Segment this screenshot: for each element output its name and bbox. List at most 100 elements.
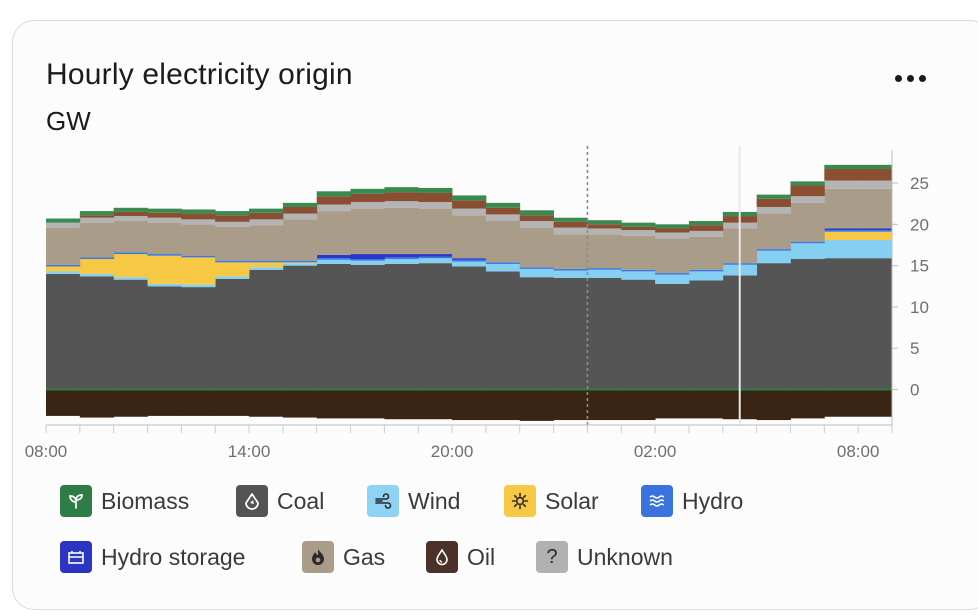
unknown-segment bbox=[858, 180, 893, 189]
biomass-segment bbox=[79, 211, 115, 216]
wind-segment bbox=[418, 258, 453, 264]
sun-icon bbox=[504, 485, 536, 517]
unknown-segment bbox=[553, 227, 588, 235]
solar-segment bbox=[79, 259, 115, 274]
solar-segment bbox=[282, 262, 318, 264]
coal-segment bbox=[452, 266, 487, 390]
unknown-segment bbox=[282, 213, 318, 220]
wind-segment bbox=[384, 259, 419, 264]
gas-segment bbox=[519, 227, 554, 268]
coal-segment bbox=[519, 277, 554, 390]
hydro-segment bbox=[688, 269, 724, 272]
solar-segment bbox=[824, 231, 859, 241]
unknown-segment bbox=[452, 208, 487, 216]
unknown-segment bbox=[249, 219, 284, 226]
legend-item-unknown[interactable]: ? Unknown bbox=[536, 540, 673, 574]
wind-segment bbox=[79, 273, 115, 277]
wind-segment bbox=[147, 283, 182, 287]
legend-label: Oil bbox=[467, 543, 496, 570]
hydro-segment bbox=[350, 259, 385, 261]
solar-segment bbox=[181, 257, 216, 285]
hydro-storage-segment bbox=[384, 254, 419, 258]
gas-segment bbox=[282, 219, 318, 261]
hydro-segment bbox=[790, 241, 825, 244]
coal-segment bbox=[858, 258, 893, 390]
hydro-segment bbox=[418, 256, 453, 259]
exchange-column bbox=[587, 389, 622, 421]
oil-segment bbox=[113, 211, 148, 217]
legend-item-gas[interactable]: Gas bbox=[302, 540, 385, 574]
coal-segment bbox=[655, 283, 690, 390]
legend-item-hydro[interactable]: Hydro bbox=[641, 484, 743, 518]
hydro-storage-segment bbox=[316, 254, 351, 259]
gas-segment bbox=[79, 222, 115, 258]
hydro-segment bbox=[215, 260, 250, 263]
biomass-segment bbox=[688, 221, 724, 226]
gas-segment bbox=[824, 188, 859, 229]
y-tick-label: 20 bbox=[910, 215, 929, 234]
gas-segment bbox=[452, 215, 487, 259]
exchange-column bbox=[824, 389, 859, 417]
biomass-segment bbox=[452, 195, 487, 201]
unknown-segment bbox=[79, 217, 115, 223]
coal-segment bbox=[384, 263, 419, 390]
hydro-storage-segment bbox=[858, 228, 893, 231]
biomass-segment bbox=[790, 181, 825, 186]
coal-segment bbox=[79, 276, 115, 390]
y-tick-label: 0 bbox=[910, 380, 919, 399]
wind-segment bbox=[824, 240, 859, 259]
legend-item-biomass[interactable]: Biomass bbox=[60, 484, 189, 518]
exchange-column bbox=[79, 389, 115, 418]
hourly-origin-chart[interactable]: 25 20 15 10 5 0 08:00 14:00 20:00 02:00 08:00 bbox=[0, 0, 978, 470]
coal-segment bbox=[418, 263, 453, 390]
gas-segment bbox=[418, 208, 453, 255]
legend-item-solar[interactable]: Solar bbox=[504, 484, 599, 518]
unknown-segment bbox=[756, 206, 791, 214]
legend-label: Wind bbox=[408, 487, 461, 514]
biomass-segment bbox=[553, 217, 588, 222]
gas-segment bbox=[384, 207, 419, 255]
hydro-segment bbox=[282, 260, 318, 263]
more-options-button[interactable] bbox=[888, 64, 932, 92]
exchange-column bbox=[350, 389, 385, 419]
biomass-segment bbox=[46, 218, 81, 223]
unknown-segment bbox=[519, 221, 554, 228]
legend-item-coal[interactable]: Coal bbox=[236, 484, 324, 518]
wind-segment bbox=[858, 240, 893, 259]
hydro-segment bbox=[181, 255, 216, 258]
biomass-segment bbox=[418, 187, 453, 193]
hydro-segment bbox=[46, 264, 81, 267]
coal-segment bbox=[282, 265, 318, 390]
hydro-storage-segment bbox=[350, 254, 385, 260]
exchange-column bbox=[316, 389, 351, 419]
exchange-column bbox=[485, 389, 521, 421]
solar-segment bbox=[46, 266, 81, 272]
wind-segment bbox=[316, 259, 351, 264]
wind-segment bbox=[621, 271, 656, 280]
drop-icon bbox=[426, 541, 458, 573]
oil-segment bbox=[316, 196, 351, 205]
biomass-segment bbox=[316, 191, 351, 197]
biomass-segment bbox=[181, 209, 216, 214]
solar-segment bbox=[113, 254, 148, 278]
legend-item-wind[interactable]: Wind bbox=[367, 484, 460, 518]
hydro-storage-segment bbox=[418, 254, 453, 257]
more-dot-icon bbox=[894, 74, 902, 82]
coal-segment bbox=[46, 273, 81, 390]
legend-item-hydro-storage[interactable]: Hydro storage bbox=[60, 540, 245, 574]
oil-segment bbox=[485, 207, 521, 215]
wind-segment bbox=[790, 243, 825, 260]
exchange-column bbox=[418, 389, 453, 420]
wind-segment bbox=[452, 261, 487, 267]
hydro-segment bbox=[655, 273, 690, 275]
oil-segment bbox=[587, 224, 622, 229]
coal-segment bbox=[587, 278, 622, 390]
biomass-segment bbox=[215, 211, 250, 216]
x-tick-label: 20:00 bbox=[431, 442, 474, 461]
oil-segment bbox=[452, 200, 487, 209]
unknown-segment bbox=[316, 204, 351, 212]
hydro-segment bbox=[249, 260, 284, 263]
oil-segment bbox=[350, 193, 385, 203]
wind-segment bbox=[553, 270, 588, 279]
legend-item-oil[interactable]: Oil bbox=[426, 540, 495, 574]
